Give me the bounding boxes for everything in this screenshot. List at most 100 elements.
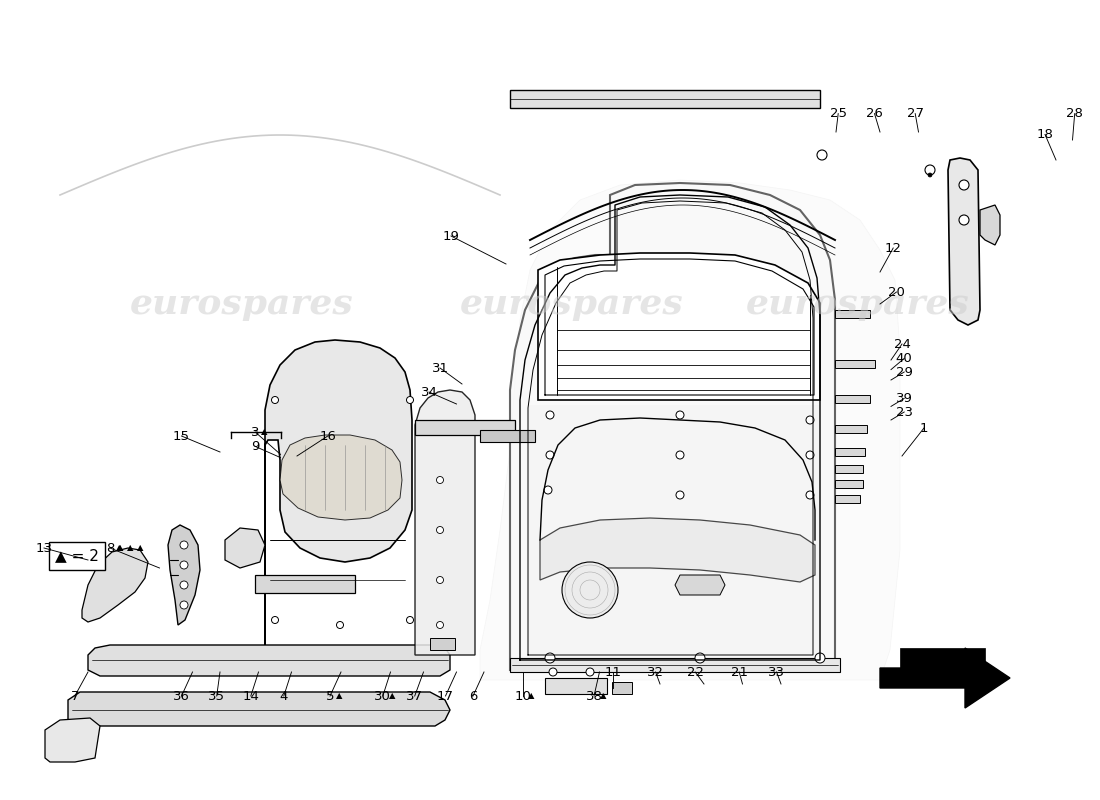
Circle shape <box>546 451 554 459</box>
Circle shape <box>180 561 188 569</box>
Text: ▲: ▲ <box>528 691 535 701</box>
Circle shape <box>407 397 414 403</box>
Text: 21: 21 <box>730 666 748 678</box>
Bar <box>835 480 864 488</box>
Text: 10: 10 <box>514 690 531 702</box>
Text: eurospares: eurospares <box>746 287 970 321</box>
Text: 3: 3 <box>251 426 260 438</box>
Circle shape <box>544 486 552 494</box>
Circle shape <box>544 653 556 663</box>
Bar <box>480 430 535 442</box>
Polygon shape <box>265 340 412 660</box>
Circle shape <box>815 653 825 663</box>
Bar <box>835 495 860 503</box>
Circle shape <box>806 451 814 459</box>
Text: 15: 15 <box>173 430 190 442</box>
Text: 9: 9 <box>251 440 260 453</box>
Text: ▲: ▲ <box>116 543 122 553</box>
Text: 34: 34 <box>420 386 438 398</box>
Text: 6: 6 <box>469 690 477 702</box>
Circle shape <box>546 411 554 419</box>
Polygon shape <box>540 518 815 582</box>
Polygon shape <box>948 158 980 325</box>
Text: 35: 35 <box>208 690 226 702</box>
Polygon shape <box>168 525 200 625</box>
Text: 25: 25 <box>829 107 847 120</box>
Polygon shape <box>88 645 450 676</box>
Text: 7: 7 <box>70 690 79 702</box>
Text: ▲: ▲ <box>261 427 267 437</box>
Text: 14: 14 <box>242 690 260 702</box>
Text: 30: 30 <box>374 690 392 702</box>
Text: ▲: ▲ <box>136 543 143 553</box>
Text: ▲ = 2: ▲ = 2 <box>55 549 99 563</box>
Text: ▲: ▲ <box>388 691 395 701</box>
Circle shape <box>272 617 278 623</box>
Circle shape <box>676 451 684 459</box>
Circle shape <box>437 622 443 629</box>
Text: 24: 24 <box>893 338 911 350</box>
Polygon shape <box>415 390 475 655</box>
Text: ▲: ▲ <box>336 691 342 701</box>
Text: 20: 20 <box>888 286 905 298</box>
Circle shape <box>676 411 684 419</box>
Bar <box>835 465 864 473</box>
Polygon shape <box>82 548 148 622</box>
Circle shape <box>437 426 443 434</box>
Bar <box>835 425 867 433</box>
Text: ▲: ▲ <box>600 691 606 701</box>
Text: 40: 40 <box>895 352 913 365</box>
Polygon shape <box>510 183 835 670</box>
Text: 39: 39 <box>895 392 913 405</box>
Polygon shape <box>880 648 1010 708</box>
Text: 13: 13 <box>35 542 53 554</box>
Text: 16: 16 <box>319 430 337 442</box>
Circle shape <box>180 601 188 609</box>
Text: 31: 31 <box>431 362 449 374</box>
Circle shape <box>562 562 618 618</box>
Text: 4: 4 <box>279 690 288 702</box>
Text: 12: 12 <box>884 242 902 254</box>
Text: 28: 28 <box>1066 107 1083 120</box>
Polygon shape <box>980 205 1000 245</box>
Circle shape <box>549 668 557 676</box>
Circle shape <box>676 491 684 499</box>
Polygon shape <box>675 575 725 595</box>
Circle shape <box>928 173 932 177</box>
Circle shape <box>272 397 278 403</box>
Text: 23: 23 <box>895 406 913 418</box>
Circle shape <box>959 180 969 190</box>
Bar <box>835 360 874 368</box>
Bar <box>255 575 355 593</box>
Polygon shape <box>280 435 402 520</box>
Polygon shape <box>45 718 100 762</box>
Text: 11: 11 <box>604 666 622 678</box>
Text: 8: 8 <box>106 542 114 554</box>
Polygon shape <box>538 253 820 400</box>
Text: 33: 33 <box>768 666 785 678</box>
Circle shape <box>695 653 705 663</box>
Bar <box>430 638 455 650</box>
Bar <box>510 658 840 672</box>
Bar <box>900 648 984 668</box>
Text: ▲: ▲ <box>126 543 133 553</box>
Circle shape <box>806 491 814 499</box>
Text: 26: 26 <box>866 107 883 120</box>
Circle shape <box>959 215 969 225</box>
Bar <box>510 90 820 108</box>
Circle shape <box>586 668 594 676</box>
Circle shape <box>180 581 188 589</box>
Text: eurospares: eurospares <box>460 287 684 321</box>
Polygon shape <box>480 180 900 680</box>
Text: 38: 38 <box>585 690 603 702</box>
Text: 1: 1 <box>920 422 928 434</box>
Bar <box>544 678 607 694</box>
Text: 18: 18 <box>1036 128 1054 141</box>
Bar <box>415 420 515 435</box>
Bar <box>835 395 870 403</box>
Polygon shape <box>226 528 265 568</box>
Circle shape <box>407 617 414 623</box>
Text: 27: 27 <box>906 107 924 120</box>
Text: 37: 37 <box>406 690 424 702</box>
Circle shape <box>337 622 343 629</box>
